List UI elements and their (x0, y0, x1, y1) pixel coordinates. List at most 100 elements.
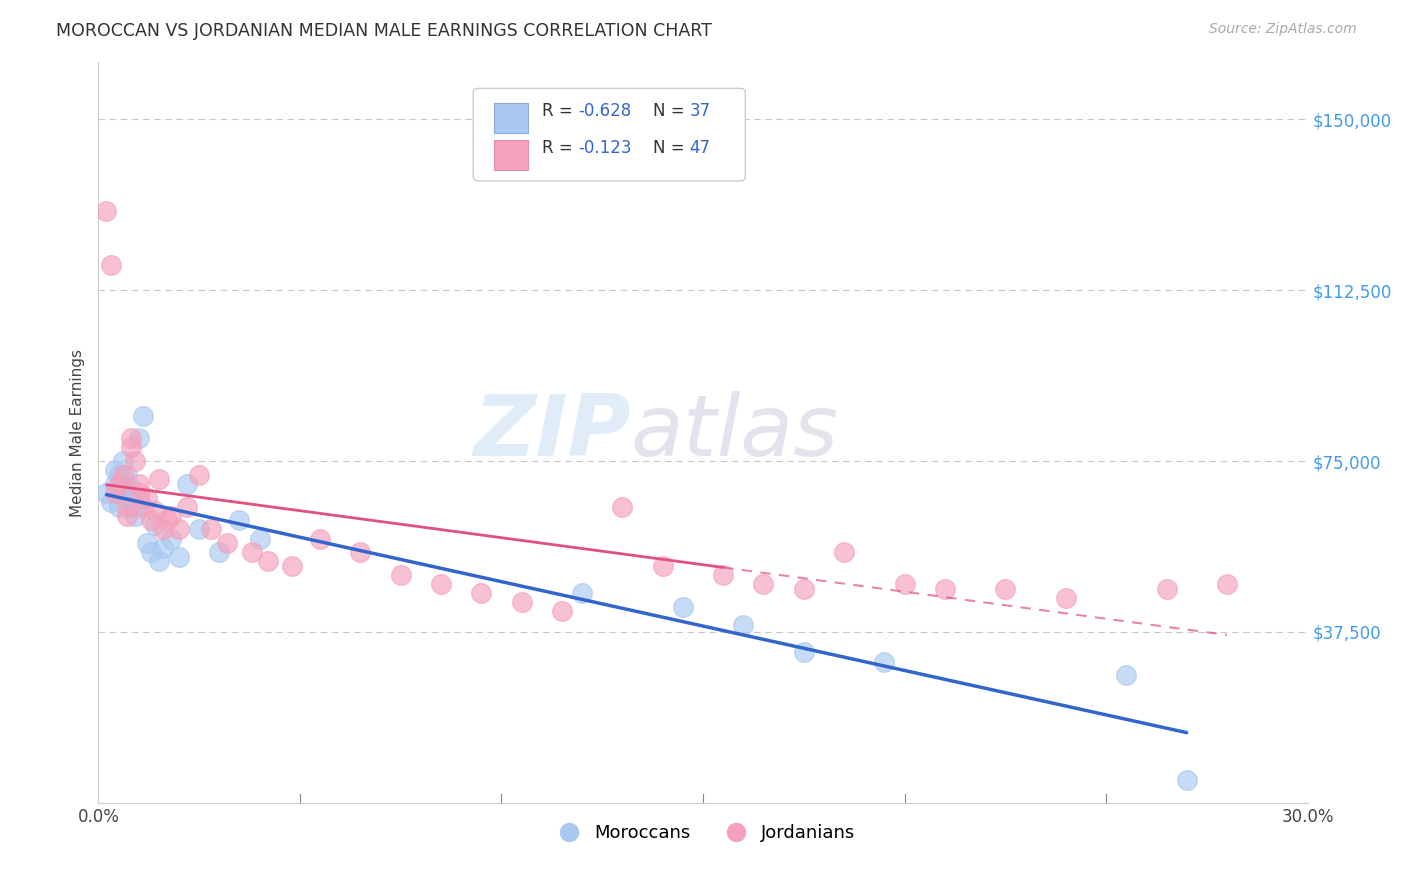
Point (281, 558, 304, 573)
Point (124, 454, 146, 468)
Point (228, 513, 250, 527)
Point (672, 599, 695, 614)
Point (217, 536, 239, 550)
Point (156, 513, 179, 527)
Point (111, 467, 134, 482)
Point (1115, 668, 1137, 682)
Point (132, 409, 155, 423)
Point (96, 486, 118, 500)
FancyBboxPatch shape (474, 88, 745, 181)
Point (107, 486, 129, 500)
Point (111, 454, 134, 468)
Point (200, 523, 222, 537)
Point (176, 476, 198, 491)
Point (733, 618, 755, 632)
Point (188, 467, 211, 482)
Point (752, 577, 775, 591)
Point (107, 476, 129, 491)
Text: R =: R = (543, 138, 578, 157)
Point (152, 523, 174, 537)
Text: MOROCCAN VS JORDANIAN MEDIAN MALE EARNINGS CORRELATION CHART: MOROCCAN VS JORDANIAN MEDIAN MALE EARNIN… (56, 22, 711, 40)
Point (711, 568, 734, 582)
Point (160, 532, 183, 546)
Point (249, 532, 271, 546)
Point (934, 582, 956, 596)
Point (208, 545, 231, 559)
Text: atlas: atlas (630, 391, 838, 475)
Point (148, 554, 170, 568)
Point (1156, 582, 1178, 596)
Point (111, 476, 134, 491)
Point (430, 577, 453, 591)
Point (793, 645, 815, 659)
Text: N =: N = (654, 102, 690, 120)
Point (893, 577, 915, 591)
Bar (494, 103, 527, 133)
Bar (494, 140, 527, 169)
Point (571, 586, 593, 600)
Point (651, 558, 673, 573)
Point (994, 582, 1017, 596)
Point (148, 472, 170, 486)
Point (470, 586, 492, 600)
Point (167, 523, 190, 537)
Point (120, 441, 142, 455)
Point (389, 568, 412, 582)
Point (240, 545, 263, 559)
Point (115, 500, 138, 514)
Text: -0.123: -0.123 (578, 138, 631, 157)
Y-axis label: Median Male Earnings: Median Male Earnings (69, 349, 84, 516)
Text: N =: N = (654, 138, 690, 157)
Point (115, 508, 138, 523)
Point (793, 582, 815, 596)
Point (128, 491, 150, 505)
Point (124, 500, 146, 514)
Point (139, 545, 162, 559)
Point (128, 431, 150, 445)
Point (135, 491, 157, 505)
Point (100, 495, 122, 509)
Text: R =: R = (543, 102, 578, 120)
Point (128, 476, 150, 491)
Point (551, 604, 574, 618)
Text: ZIP: ZIP (472, 391, 630, 475)
Point (612, 500, 634, 514)
Point (103, 463, 125, 477)
Legend: Moroccans, Jordanians: Moroccans, Jordanians (544, 817, 862, 849)
Point (160, 508, 183, 523)
Point (128, 486, 150, 500)
Point (152, 541, 174, 555)
Point (120, 495, 142, 509)
Point (349, 545, 371, 559)
Point (132, 500, 155, 514)
Point (96, 203, 118, 218)
Point (1216, 577, 1239, 591)
Point (832, 545, 855, 559)
Point (115, 486, 138, 500)
Point (135, 536, 157, 550)
Text: 47: 47 (690, 138, 710, 157)
Text: Source: ZipAtlas.com: Source: ZipAtlas.com (1209, 22, 1357, 37)
Point (1054, 591, 1077, 605)
Point (188, 523, 211, 537)
Point (107, 467, 129, 482)
Point (167, 549, 190, 564)
Point (1175, 772, 1198, 787)
Point (873, 655, 896, 669)
Point (115, 467, 138, 482)
Point (143, 517, 166, 532)
Point (100, 258, 122, 272)
Point (176, 500, 198, 514)
Point (139, 513, 162, 527)
Point (124, 508, 146, 523)
Text: 37: 37 (690, 102, 711, 120)
Point (143, 504, 166, 518)
Point (120, 482, 142, 496)
Point (107, 500, 129, 514)
Point (103, 486, 125, 500)
Point (510, 595, 533, 609)
Point (103, 476, 125, 491)
Point (309, 532, 332, 546)
Point (120, 431, 142, 445)
Text: -0.628: -0.628 (578, 102, 631, 120)
